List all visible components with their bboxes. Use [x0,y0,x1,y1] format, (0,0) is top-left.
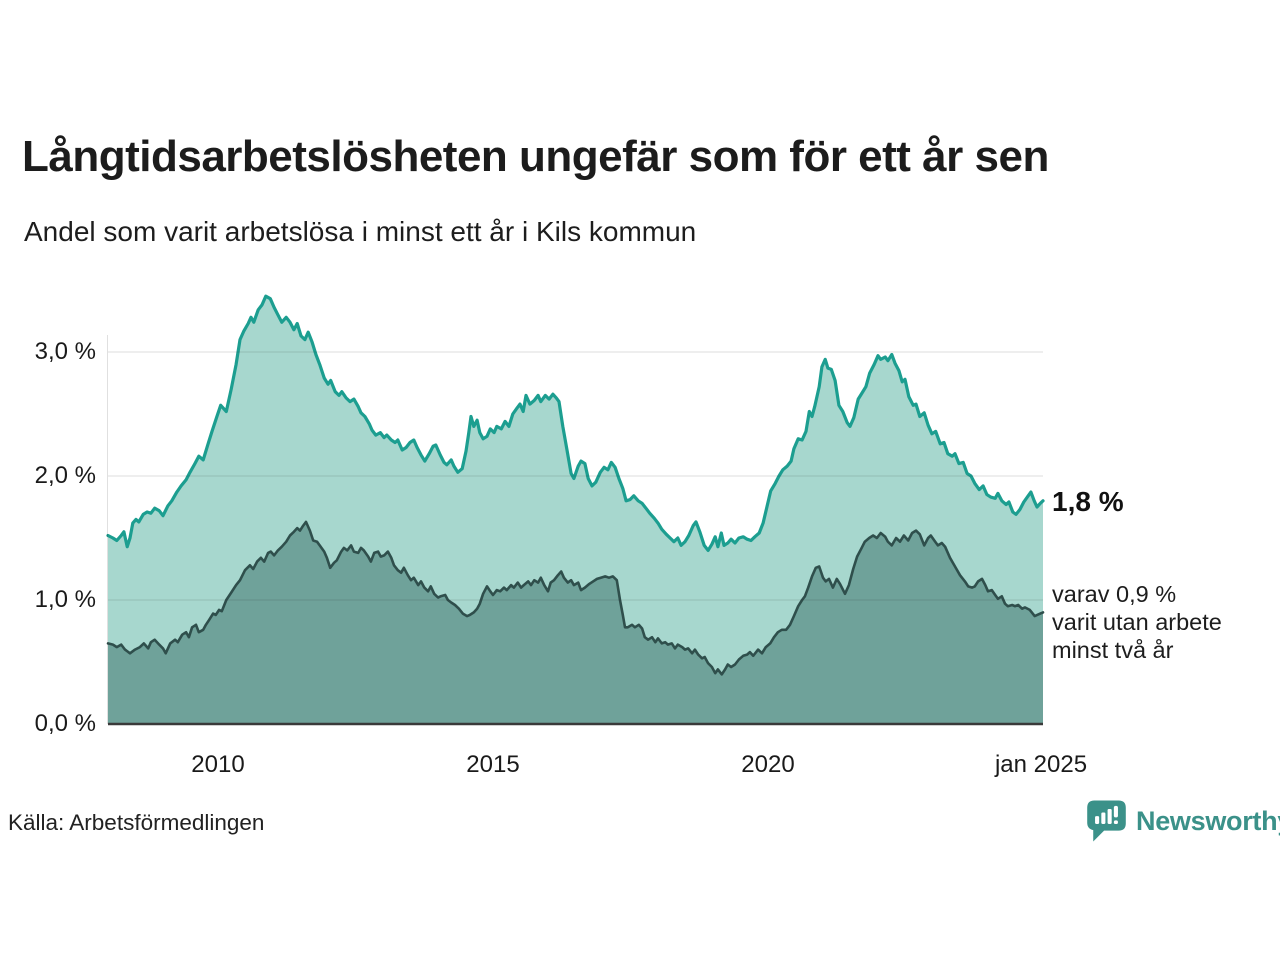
sub-series-annotation: varav 0,9 % varit utan arbete minst två … [1052,580,1222,664]
sub-annotation-line-1: varav 0,9 % [1052,581,1177,607]
newsworthy-logo: Newsworthy [1086,799,1280,843]
y-tick-label-2: 2,0 % [34,462,96,489]
y-tick-label-0: 0,0 % [34,710,96,737]
x-tick-label-2015: 2015 [466,751,520,778]
sub-annotation-line-3: minst två år [1052,637,1174,663]
newsworthy-bubble-chart-icon [1087,800,1126,842]
x-tick-label-jan-2025: jan 2025 [994,751,1088,778]
series-line-minst-ett-ar [106,294,1045,553]
y-tick-label-3: 3,0 % [34,338,96,365]
source-attribution: Källa: Arbetsförmedlingen [8,810,265,835]
chart-subtitle: Andel som varit arbetslösa i minst ett å… [24,216,697,247]
series-line-minst-tva-ar [106,520,1045,676]
x-tick-label-2020: 2020 [741,751,795,778]
page-title: Långtidsarbetslösheten ungefär som för e… [22,132,1049,181]
y-tick-label-1: 1,0 % [34,586,96,613]
brand-name: Newsworthy [1136,805,1280,836]
latest-value-annotation: 1,8 % [1052,486,1124,517]
series-area-minst-tva-ar [108,521,1043,724]
x-tick-label-2010: 2010 [191,751,245,778]
sub-annotation-line-2: varit utan arbete [1052,609,1222,635]
